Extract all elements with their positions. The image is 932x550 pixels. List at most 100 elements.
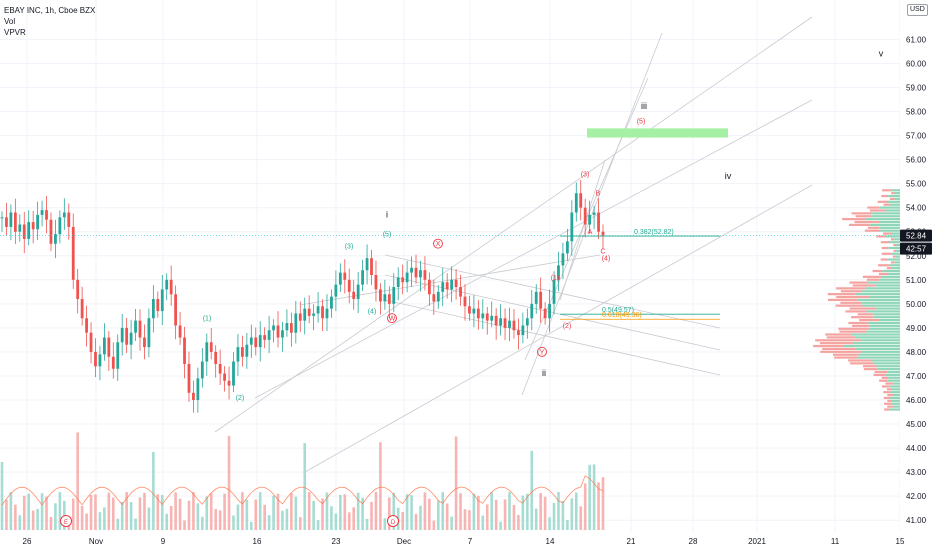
vpvr-buy-41: [861, 290, 900, 293]
legend-title[interactable]: EBAY INC, 1h, Cboe BZX: [4, 6, 96, 15]
vpvr-buy-26: [851, 333, 900, 336]
candle-body-53: [236, 347, 240, 362]
volume-bar-56: [250, 521, 253, 530]
candle-body-12: [54, 234, 57, 244]
candle-body-90: [401, 277, 405, 283]
volume-bar-124: [552, 503, 556, 530]
vpvr-buy-51: [894, 261, 900, 264]
volume-bar-36: [160, 495, 164, 530]
candle-body-33: [147, 318, 151, 348]
event-marker-1: [387, 515, 399, 527]
volume-bar-86: [383, 518, 387, 530]
volume-bar-44: [196, 503, 200, 530]
wave-label-3: (4): [368, 308, 377, 315]
vpvr-sell-0: [884, 408, 890, 411]
channel-line-2: [304, 184, 813, 473]
candle-body-79: [352, 291, 356, 300]
candle-body-76: [338, 272, 342, 285]
volume-bar-108: [481, 515, 485, 530]
vpvr-buy-74: [888, 194, 900, 198]
candle-body-95: [423, 270, 427, 280]
event-label-0: E: [64, 520, 68, 526]
vpvr-sell-25: [826, 336, 856, 339]
vpvr-sell-23: [819, 342, 853, 345]
volume-bar-57: [254, 499, 258, 530]
vpvr-sell-70: [867, 206, 880, 209]
vpvr-buy-62: [880, 229, 900, 232]
vpvr-sell-46: [862, 275, 882, 278]
candle-body-13: [58, 217, 62, 235]
vpvr-buy-27: [866, 330, 900, 333]
last-price-label: 52.84 42:57: [900, 229, 932, 255]
last-price-box: [900, 229, 932, 242]
volume-bar-84: [374, 492, 378, 530]
currency-badge[interactable]: USD: [907, 4, 928, 16]
vpvr-sell-39: [836, 295, 871, 299]
time-axis[interactable]: 26 Nov 9 16 23 Dec 7 14 21 28 2021 11 15: [0, 534, 932, 550]
candle-body-18: [80, 299, 84, 319]
vpvr-sell-4: [883, 396, 890, 400]
vpvr-sell-48: [872, 269, 883, 273]
wave-label-1: (2): [236, 395, 245, 402]
candle-body-106: [472, 308, 476, 314]
vpvr-sell-30: [848, 321, 868, 325]
volume-bar-35: [156, 494, 160, 530]
candle-body-64: [285, 323, 289, 331]
vpvr-buy-54: [891, 252, 900, 255]
volume-bar-11: [49, 517, 53, 530]
legend-volume[interactable]: Vol: [4, 17, 16, 26]
vpvr-buy-9: [893, 382, 900, 385]
candle-body-19: [85, 318, 88, 333]
candle-body-111: [494, 315, 498, 326]
volume-bar-32: [143, 492, 146, 530]
vpvr-buy-33: [872, 313, 900, 316]
volume-bars: [0, 432, 605, 530]
wave-label-15: A: [588, 229, 593, 236]
volume-bar-112: [499, 521, 502, 530]
candle-body-9: [40, 210, 44, 215]
volume-bar-128: [570, 498, 574, 530]
vpvr-sell-17: [848, 359, 872, 362]
candle-body-112: [499, 318, 503, 326]
volume-bar-9: [40, 493, 44, 530]
volume-bar-66: [294, 496, 298, 530]
volume-bar-113: [503, 499, 507, 530]
volume-bar-18: [80, 506, 84, 530]
volume-bar-121: [539, 493, 542, 530]
price-tick-3: 44.00: [906, 444, 927, 453]
vpvr-sell-1: [887, 405, 894, 408]
candle-body-70: [312, 313, 316, 316]
vpvr-buy-46: [881, 275, 900, 278]
channel-line-3: [384, 254, 721, 329]
vpvr-buy-73: [894, 197, 900, 201]
vpvr-sell-8: [881, 385, 890, 388]
candle-body-75: [334, 284, 338, 297]
vpvr-buy-44: [868, 281, 900, 284]
price-axis[interactable]: 41.00 42.00 43.00 44.00 45.00 46.00 47.00 48.00…: [900, 0, 932, 550]
vpvr-sell-65: [854, 220, 880, 224]
volume-bar-78: [347, 512, 351, 530]
candle-body-87: [387, 294, 391, 304]
candle-body-23: [102, 337, 106, 355]
volume-bar-73: [325, 492, 329, 530]
vpvr-buy-61: [891, 232, 900, 235]
candle-body-109: [485, 313, 489, 321]
volume-bar-45: [201, 516, 204, 530]
candle-body-74: [330, 296, 333, 309]
candle-body-113: [503, 318, 507, 328]
vpvr-buy-31: [878, 318, 900, 322]
price-tick-4: 45.00: [906, 420, 927, 429]
candle-body-83: [370, 258, 373, 275]
volume-bar-20: [89, 494, 93, 530]
volume-bar-80: [356, 492, 360, 530]
event-label-1: D: [391, 520, 396, 526]
vpvr-sell-34: [845, 310, 867, 313]
legend-vpvr[interactable]: VPVR: [4, 28, 26, 37]
vpvr-buy-56: [888, 246, 900, 250]
candle-body-102: [454, 279, 458, 288]
volume-bar-126: [561, 501, 565, 530]
vpvr-buy-47: [888, 272, 900, 276]
candle-body-116: [517, 330, 520, 336]
